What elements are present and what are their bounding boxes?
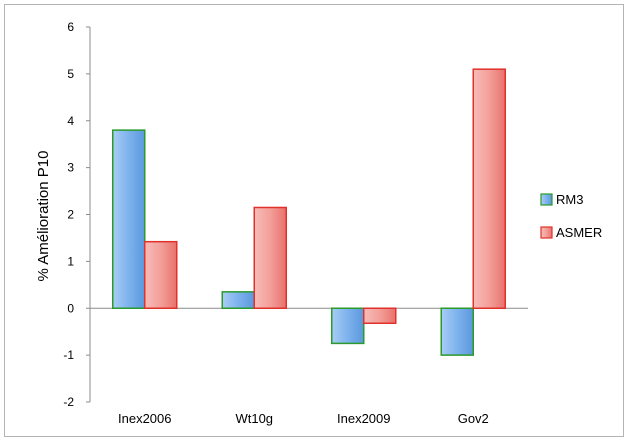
bars — [113, 69, 506, 355]
legend-swatch-asmer — [541, 227, 552, 238]
bar-rm3-inex2006 — [113, 130, 145, 308]
x-axis-labels: Inex2006 Wt10g Inex2009 Gov2 — [118, 411, 489, 426]
bar-rm3-inex2009 — [332, 308, 364, 343]
legend-label-rm3: RM3 — [556, 192, 583, 207]
y-tick-label: 3 — [67, 161, 74, 175]
y-axis-title: % Amélioration P10 — [35, 151, 52, 282]
y-tick-label: 1 — [67, 254, 74, 268]
y-tick-label: 6 — [67, 20, 74, 34]
y-tick-label: -1 — [63, 348, 74, 362]
bar-asmer-gov2 — [473, 69, 505, 308]
bar-rm3-gov2 — [441, 308, 473, 355]
x-category-label: Gov2 — [458, 411, 489, 426]
y-tick-label: 0 — [67, 301, 74, 315]
y-tick-label: -2 — [63, 395, 74, 409]
x-category-label: Inex2009 — [337, 411, 391, 426]
legend-swatch-rm3 — [541, 194, 552, 205]
legend: RM3 ASMER — [541, 192, 602, 240]
y-tick-label: 4 — [67, 114, 74, 128]
bar-asmer-inex2006 — [145, 242, 177, 309]
bar-rm3-wt10g — [222, 292, 254, 308]
x-category-label: Wt10g — [235, 411, 273, 426]
x-category-label: Inex2006 — [118, 411, 172, 426]
y-tick-label: 2 — [67, 208, 74, 222]
bar-asmer-wt10g — [254, 207, 286, 308]
legend-label-asmer: ASMER — [556, 225, 602, 240]
bar-asmer-inex2009 — [364, 308, 396, 323]
y-tick-label: 5 — [67, 67, 74, 81]
